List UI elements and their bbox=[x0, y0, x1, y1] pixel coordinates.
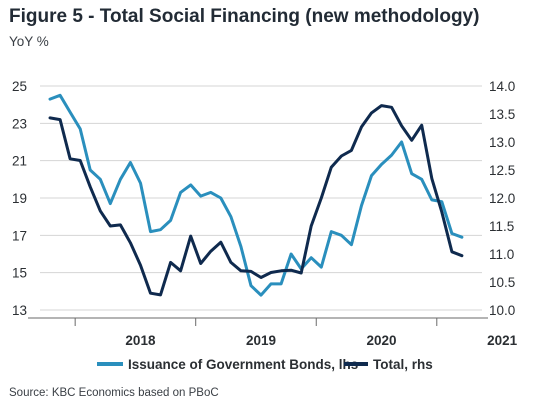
y-right-tick-label: 13.0 bbox=[489, 135, 515, 150]
chart-subtitle: YoY % bbox=[9, 34, 49, 49]
y-left-tick-label: 13 bbox=[12, 303, 27, 318]
y-right-tick-label: 11.5 bbox=[489, 219, 514, 234]
y-left-tick-label: 25 bbox=[12, 79, 27, 94]
x-tick-label: 2019 bbox=[246, 333, 276, 348]
y-right-tick-label: 14.0 bbox=[489, 79, 515, 94]
y-right-tick-label: 10.0 bbox=[489, 303, 515, 318]
gov-bonds-line bbox=[48, 93, 464, 297]
series-lines bbox=[48, 93, 464, 297]
y-left-tick-label: 21 bbox=[12, 154, 27, 169]
y-right-tick-label: 10.5 bbox=[489, 275, 515, 290]
x-tick-label: 2018 bbox=[125, 333, 156, 348]
legend-label: Issuance of Government Bonds, lhs bbox=[128, 357, 358, 372]
legend-label: Total, rhs bbox=[373, 357, 433, 372]
y-right-tick-label: 13.5 bbox=[489, 107, 515, 122]
x-tick-label: 2020 bbox=[367, 333, 397, 348]
legend: Issuance of Government Bonds, lhs Total, … bbox=[97, 357, 433, 372]
y-left-tick-label: 23 bbox=[12, 116, 27, 131]
source-note: Source: KBC Economics based on PBoC bbox=[9, 387, 219, 399]
tick-labels: 25 23 21 19 17 15 13 14.0 13.5 13.0 12.5 12.0 11.5 11… bbox=[12, 79, 518, 348]
axes bbox=[28, 317, 488, 326]
total-line bbox=[48, 104, 464, 297]
x-tick-label: 2021 bbox=[487, 333, 518, 348]
y-left-tick-label: 15 bbox=[12, 266, 27, 281]
y-right-tick-label: 11.0 bbox=[489, 247, 514, 262]
y-left-tick-label: 19 bbox=[12, 191, 27, 206]
chart-title: Figure 5 - Total Social Financing (new m… bbox=[9, 6, 480, 27]
y-right-tick-label: 12.0 bbox=[489, 191, 515, 206]
y-left-tick-label: 17 bbox=[12, 228, 27, 243]
y-right-tick-label: 12.5 bbox=[489, 163, 515, 178]
